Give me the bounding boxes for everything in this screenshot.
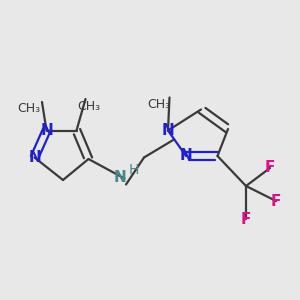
Text: F: F xyxy=(265,160,275,175)
Text: CH₃: CH₃ xyxy=(77,100,100,113)
Text: H: H xyxy=(129,163,139,177)
Text: N: N xyxy=(40,123,53,138)
Text: N: N xyxy=(180,148,192,164)
Text: N: N xyxy=(28,150,41,165)
Text: CH₃: CH₃ xyxy=(147,98,171,112)
Text: N: N xyxy=(114,169,126,184)
Text: N: N xyxy=(162,123,174,138)
Text: F: F xyxy=(271,194,281,208)
Text: CH₃: CH₃ xyxy=(17,101,40,115)
Text: F: F xyxy=(241,212,251,226)
